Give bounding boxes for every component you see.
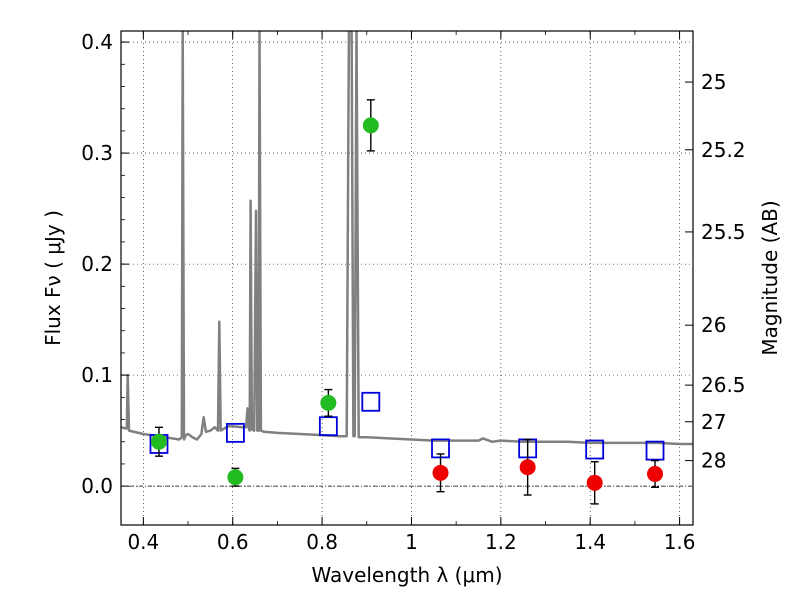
model-photometry-square xyxy=(225,422,245,443)
y-tick-label: 0.1 xyxy=(81,363,113,387)
grid xyxy=(121,31,693,525)
model-photometry-square xyxy=(318,416,338,437)
detection-point xyxy=(320,394,337,411)
x-tick-label: 1.2 xyxy=(485,530,517,554)
x-axis-label: Wavelength λ (μm) xyxy=(311,563,502,587)
non-detection-point xyxy=(647,465,664,482)
non-detection-point xyxy=(432,464,449,481)
y-tick-label: 0.2 xyxy=(81,252,113,276)
x-tick-label: 0.6 xyxy=(217,530,249,554)
x-tick-label: 1.6 xyxy=(664,530,696,554)
y-axis-label: Flux Fν ( μJy ) xyxy=(41,210,65,346)
plot-area xyxy=(121,31,693,505)
y-tick-label: 0.0 xyxy=(81,474,113,498)
x-tick-label: 0.4 xyxy=(127,530,159,554)
x-tick-label: 0.8 xyxy=(306,530,338,554)
non-detection-point xyxy=(519,459,536,476)
right-tick-label: 25.5 xyxy=(701,220,746,244)
detection-point xyxy=(150,433,167,450)
right-tick-label: 26.5 xyxy=(701,373,746,397)
x-tick-label: 1 xyxy=(405,530,418,554)
model-photometry-square xyxy=(585,439,605,460)
model-photometry-square xyxy=(361,391,381,412)
detection-point xyxy=(227,469,244,486)
model-photometry-square xyxy=(645,440,665,461)
axis-ticks: 0.4 0.6 0.8 1 1.2 1.4 1.6 0.0 0.1 0.2 0.3 0.4 25 25.2… xyxy=(81,30,745,554)
y-tick-label: 0.4 xyxy=(81,30,113,54)
right-tick-label: 25.2 xyxy=(701,138,746,162)
right-tick-label: 26 xyxy=(701,313,726,337)
y-tick-label: 0.3 xyxy=(81,141,113,165)
right-axis-label: Magnitude (AB) xyxy=(758,200,782,355)
x-tick-label: 1.4 xyxy=(574,530,606,554)
detection-point xyxy=(362,117,379,134)
right-tick-label: 27 xyxy=(701,410,726,434)
right-tick-label: 28 xyxy=(701,449,726,473)
non-detection-point xyxy=(586,474,603,491)
right-tick-label: 25 xyxy=(701,70,726,94)
model-sed-line xyxy=(121,31,693,446)
plot-frame xyxy=(120,30,694,526)
